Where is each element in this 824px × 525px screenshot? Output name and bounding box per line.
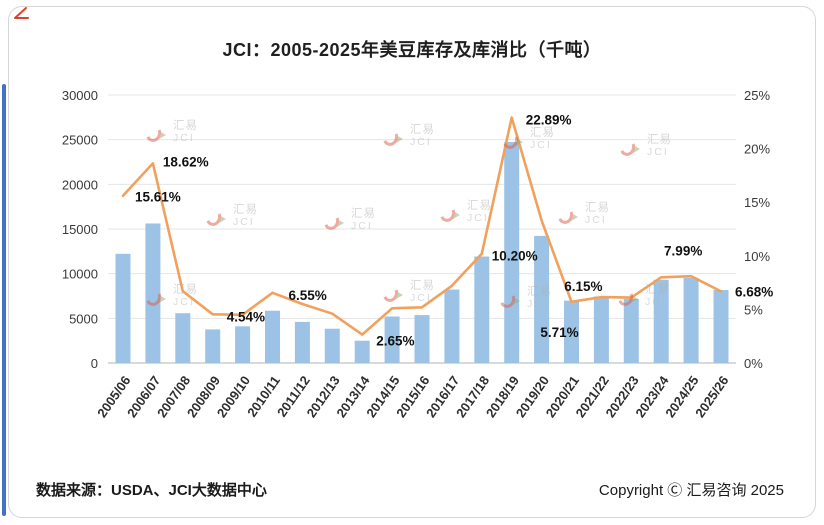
- copyright-note: Copyright Ⓒ 汇易咨询 2025: [598, 482, 784, 499]
- right-axis-tick: 25%: [744, 88, 770, 103]
- chart-title: JCI：2005-2025年美豆库存及库消比（千吨）: [222, 40, 602, 60]
- chart-canvas: 0 5000 10000 15000 20000 25000 30000 0% 5% 10% 15%…: [62, 88, 773, 420]
- left-axis-tick: 20000: [62, 177, 98, 192]
- inventory-bar: [294, 321, 310, 363]
- chart-card: [8, 6, 816, 518]
- right-axis-tick: 5%: [744, 302, 763, 317]
- left-axis-tick: 5000: [69, 311, 98, 326]
- inventory-bar: [265, 310, 280, 363]
- right-axis-tick: 10%: [744, 249, 770, 264]
- stock-to-use-line: [121, 116, 723, 336]
- inventory-bar: [683, 277, 699, 363]
- inventory-bar: [653, 279, 669, 363]
- inventory-bar: [414, 315, 430, 363]
- inventory-bar: [145, 223, 161, 363]
- data-source-note: 数据来源：USDA、JCI大数据中心: [36, 482, 267, 499]
- corner-logo-mark: [12, 6, 29, 25]
- point-label: 4.54%: [227, 309, 265, 324]
- right-axis-tick: 0%: [744, 356, 763, 371]
- inventory-bar: [384, 316, 400, 363]
- inventory-bar: [593, 296, 609, 363]
- point-label: 2.65%: [376, 334, 414, 349]
- left-axis-tick: 10000: [62, 267, 98, 282]
- point-label: 6.55%: [289, 288, 327, 303]
- point-label: 18.62%: [163, 154, 209, 169]
- point-label: 22.89%: [526, 113, 572, 128]
- inventory-bar: [115, 253, 131, 363]
- left-accent-bar: [2, 84, 6, 516]
- left-axis-tick: 0: [91, 356, 98, 371]
- left-axis-tick: 30000: [62, 88, 98, 103]
- right-axis-tick: 20%: [744, 142, 770, 157]
- point-label: 7.99%: [664, 243, 702, 258]
- point-label: 10.20%: [492, 249, 538, 264]
- inventory-bar: [354, 340, 370, 363]
- inventory-bar: [623, 298, 639, 363]
- point-label: 5.71%: [540, 325, 578, 340]
- inventory-bar: [474, 256, 490, 363]
- inventory-bar: [235, 326, 251, 363]
- point-label: 15.61%: [135, 190, 181, 205]
- inventory-bar: [504, 142, 520, 363]
- inventory-bar: [713, 290, 729, 363]
- inventory-bar: [205, 329, 221, 363]
- point-label: 6.68%: [735, 284, 773, 299]
- point-label: 6.15%: [564, 279, 602, 294]
- inventory-bar: [175, 313, 191, 363]
- inventory-bar: [564, 300, 579, 363]
- inventory-bar: [444, 289, 460, 363]
- right-axis-tick: 15%: [744, 195, 770, 210]
- left-axis-tick: 25000: [62, 133, 98, 148]
- inventory-bar: [324, 328, 340, 363]
- left-axis-tick: 15000: [62, 222, 98, 237]
- inventory-bar: [534, 235, 550, 363]
